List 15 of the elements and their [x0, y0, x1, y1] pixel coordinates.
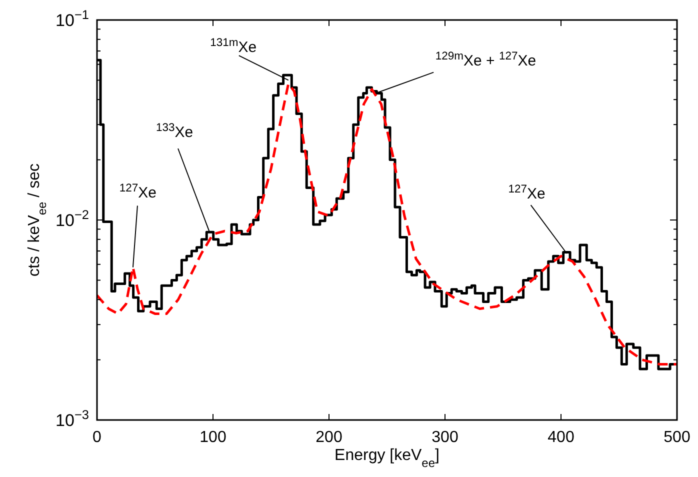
y-tick-label: 10$^{−2}$: [56, 206, 89, 230]
y-tick-label: 10$^{−1}$: [56, 6, 89, 30]
x-tick-label: 200: [316, 429, 342, 446]
annotation: $^{127}$Xe: [508, 184, 546, 202]
x-tick-label: 100: [200, 429, 226, 446]
annotation: $^{133}$Xe: [156, 122, 194, 142]
x-axis-title: Energy [keV$_{ee}$]: [334, 447, 440, 470]
y-tick-label: 10$^{−3}$: [56, 406, 89, 430]
x-tick-label: 300: [432, 429, 458, 446]
x-tick-label: 500: [664, 429, 690, 446]
x-tick-label: 400: [548, 429, 574, 446]
annotation: $^{127}$Xe: [119, 182, 157, 202]
annotation: $^{131m}$Xe: [210, 37, 257, 56]
x-tick-label: 0: [92, 429, 102, 446]
annotation: $^{129m}$Xe + $^{127}$Xe: [435, 50, 536, 70]
